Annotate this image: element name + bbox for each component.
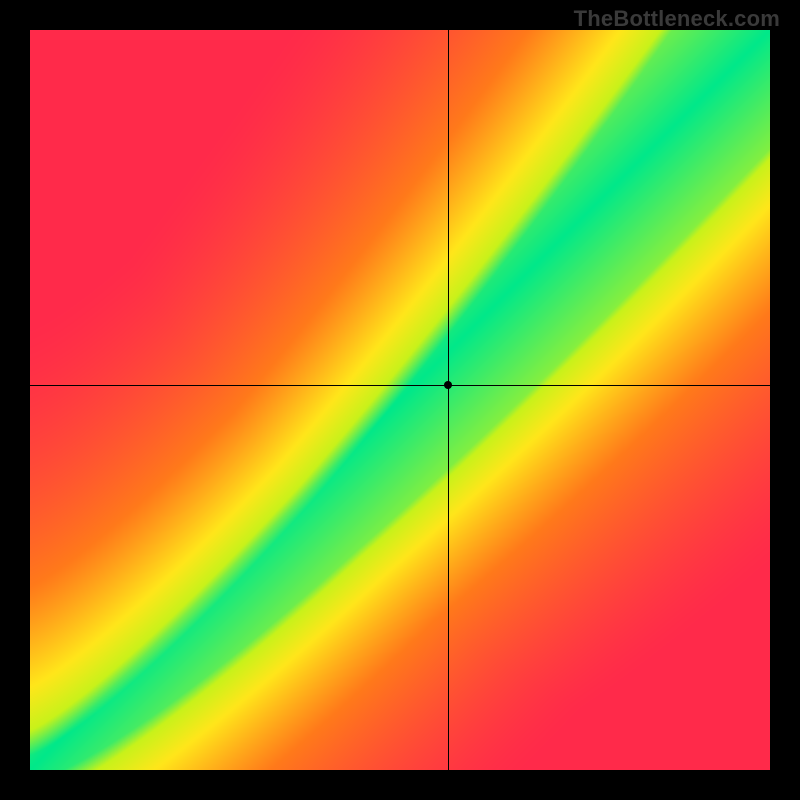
heatmap-canvas (30, 30, 770, 770)
crosshair-vertical (448, 30, 449, 770)
chart-container: TheBottleneck.com (0, 0, 800, 800)
watermark-text: TheBottleneck.com (574, 6, 780, 32)
crosshair-horizontal (30, 385, 770, 386)
crosshair-marker (444, 381, 452, 389)
plot-area (30, 30, 770, 770)
